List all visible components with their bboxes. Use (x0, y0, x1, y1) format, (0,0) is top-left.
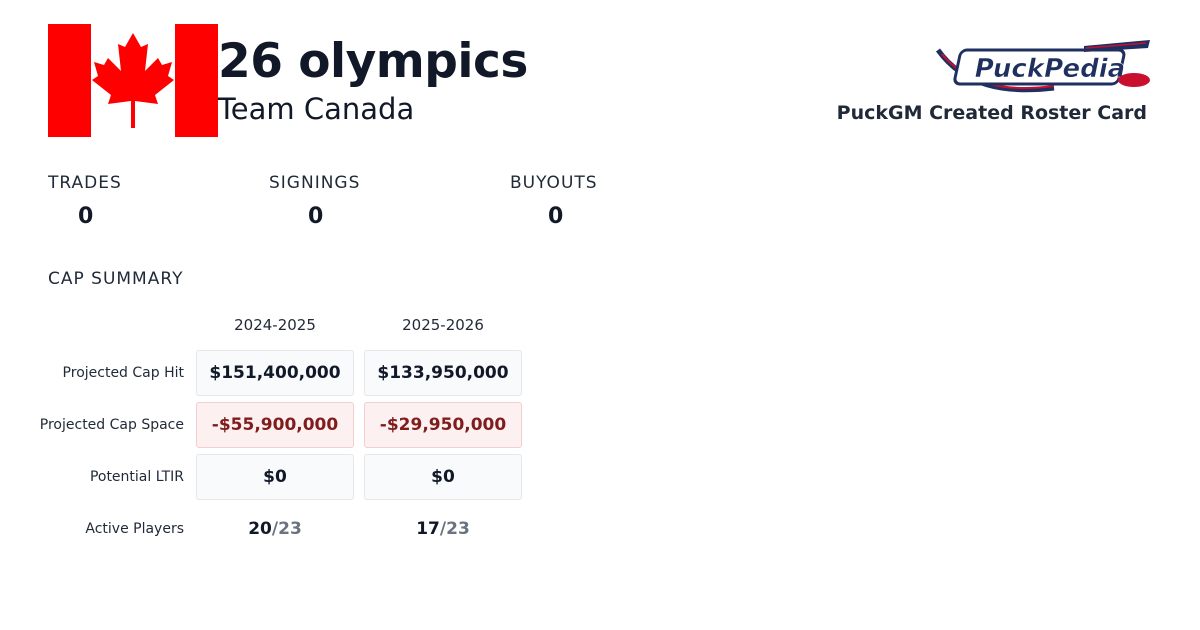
cap-hit-cell: $133,950,000 (364, 350, 522, 396)
season-header: 2025-2026 (402, 316, 484, 334)
active-players-value: 17/23 (363, 517, 523, 541)
row-label-cap-hit: Projected Cap Hit (62, 365, 184, 381)
stat-value: 0 (308, 204, 324, 229)
active-count: 17 (416, 519, 440, 539)
stat-label: TRADES (48, 173, 122, 193)
page-title: 26 olympics (218, 34, 528, 89)
separator: / (439, 519, 447, 539)
separator: / (271, 519, 279, 539)
stat-buyouts: BUYOUTS 0 (510, 171, 598, 229)
stat-label: SIGNINGS (269, 173, 361, 193)
season-header: 2024-2025 (234, 316, 316, 334)
row-label-ltir: Potential LTIR (89, 469, 184, 485)
stat-label: BUYOUTS (510, 173, 598, 193)
ltir-cell: $0 (364, 454, 522, 500)
stat-value: 0 (548, 204, 564, 229)
stat-signings: SIGNINGS 0 (269, 171, 361, 229)
stat-trades: TRADES 0 (48, 171, 122, 229)
stat-value: 0 (78, 204, 94, 229)
max-count: 23 (278, 519, 302, 539)
max-count: 23 (446, 519, 470, 539)
row-label-cap-space: Projected Cap Space (39, 417, 184, 433)
team-name: Team Canada (218, 92, 415, 126)
puckpedia-logo: PuckPedia (935, 40, 1150, 93)
active-count: 20 (248, 519, 272, 539)
ltir-cell: $0 (196, 454, 354, 500)
roster-card-label: PuckGM Created Roster Card (836, 102, 1147, 124)
cap-hit-cell: $151,400,000 (196, 350, 354, 396)
cap-space-cell: -$55,900,000 (196, 402, 354, 448)
cap-summary-title: CAP SUMMARY (48, 269, 184, 289)
cap-space-cell: -$29,950,000 (364, 402, 522, 448)
active-players-value: 20/23 (195, 517, 355, 541)
maple-leaf-icon (92, 33, 174, 128)
canada-flag (48, 24, 218, 137)
svg-text:PuckPedia: PuckPedia (975, 54, 1125, 84)
row-label-active-players: Active Players (85, 521, 184, 537)
